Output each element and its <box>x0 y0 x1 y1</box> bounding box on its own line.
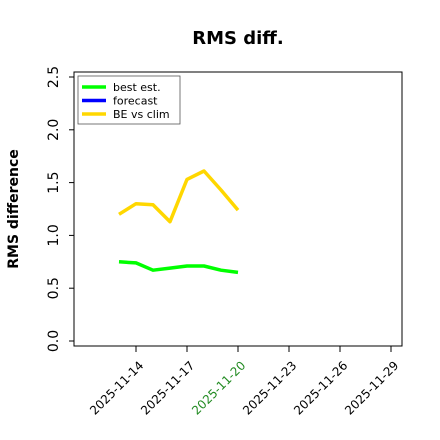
y-tick-label: 1.0 <box>46 224 62 246</box>
x-tick-label: 2025-11-26 <box>291 358 350 417</box>
legend-label-0: best est. <box>113 81 161 94</box>
series-line-2 <box>118 169 240 224</box>
x-tick-label: 2025-11-29 <box>342 358 401 417</box>
x-tick-label: 2025-11-20 <box>189 358 248 417</box>
y-tick-label: 0.5 <box>46 277 62 299</box>
y-tick-label: 0.0 <box>46 330 62 352</box>
y-tick-label: 2.5 <box>46 66 62 88</box>
x-tick-label: 2025-11-17 <box>138 358 197 417</box>
legend-label-1: forecast <box>113 95 158 108</box>
chart-title: RMS diff. <box>192 28 283 49</box>
series-lines <box>118 169 240 275</box>
y-axis-label: RMS difference <box>6 149 22 269</box>
x-axis: 2025-11-142025-11-172025-11-202025-11-23… <box>87 346 401 418</box>
series-line-0 <box>118 260 239 275</box>
x-tick-label: 2025-11-23 <box>240 358 299 417</box>
y-axis: 0.0 0.5 1.0 1.5 2.0 2.5 <box>46 66 74 352</box>
x-tick-label: 2025-11-14 <box>87 358 146 417</box>
y-tick-label: 1.5 <box>46 171 62 193</box>
y-tick-label: 2.0 <box>46 119 62 141</box>
legend-label-2: BE vs clim <box>113 108 170 121</box>
